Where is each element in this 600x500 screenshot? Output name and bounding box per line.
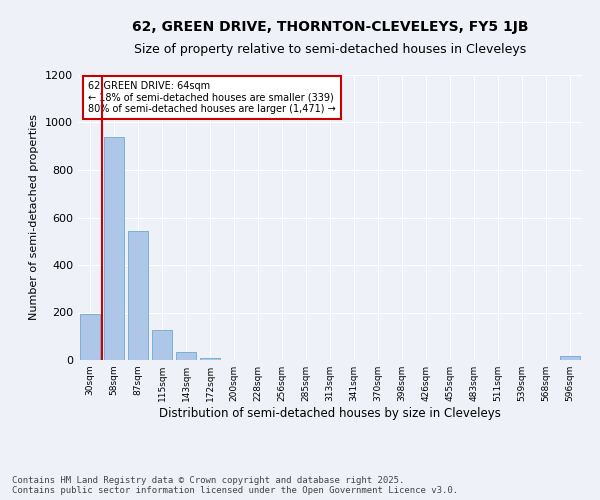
- Bar: [128, 230, 148, 360]
- Text: 62, GREEN DRIVE, THORNTON-CLEVELEYS, FY5 1JB: 62, GREEN DRIVE, THORNTON-CLEVELEYS, FY5…: [132, 20, 528, 34]
- Bar: [80, 314, 100, 360]
- Bar: [560, 356, 580, 360]
- X-axis label: Distribution of semi-detached houses by size in Cleveleys: Distribution of semi-detached houses by …: [159, 407, 501, 420]
- Text: Contains HM Land Registry data © Crown copyright and database right 2025.
Contai: Contains HM Land Registry data © Crown c…: [12, 476, 458, 495]
- Bar: [176, 352, 196, 360]
- Text: 62 GREEN DRIVE: 64sqm
← 18% of semi-detached houses are smaller (339)
80% of sem: 62 GREEN DRIVE: 64sqm ← 18% of semi-deta…: [88, 80, 336, 114]
- Text: Size of property relative to semi-detached houses in Cleveleys: Size of property relative to semi-detach…: [134, 42, 526, 56]
- Bar: [200, 358, 220, 360]
- Y-axis label: Number of semi-detached properties: Number of semi-detached properties: [29, 114, 40, 320]
- Bar: [152, 330, 172, 360]
- Bar: [104, 136, 124, 360]
